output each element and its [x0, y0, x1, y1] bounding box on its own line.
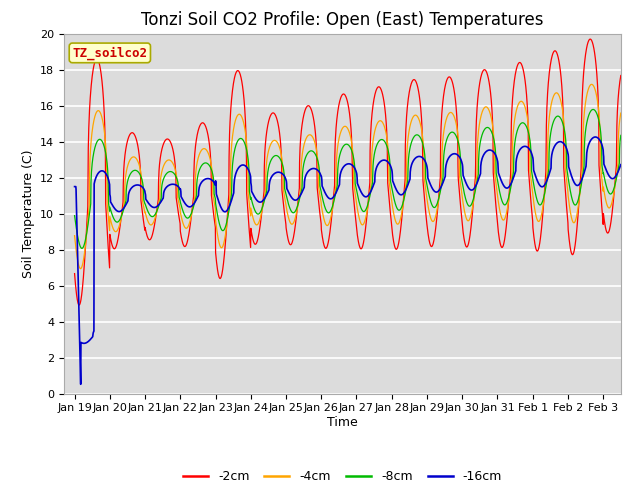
Text: TZ_soilco2: TZ_soilco2	[72, 46, 147, 60]
Y-axis label: Soil Temperature (C): Soil Temperature (C)	[22, 149, 35, 278]
Title: Tonzi Soil CO2 Profile: Open (East) Temperatures: Tonzi Soil CO2 Profile: Open (East) Temp…	[141, 11, 543, 29]
Legend: -2cm, -4cm, -8cm, -16cm: -2cm, -4cm, -8cm, -16cm	[178, 465, 507, 480]
X-axis label: Time: Time	[327, 416, 358, 429]
